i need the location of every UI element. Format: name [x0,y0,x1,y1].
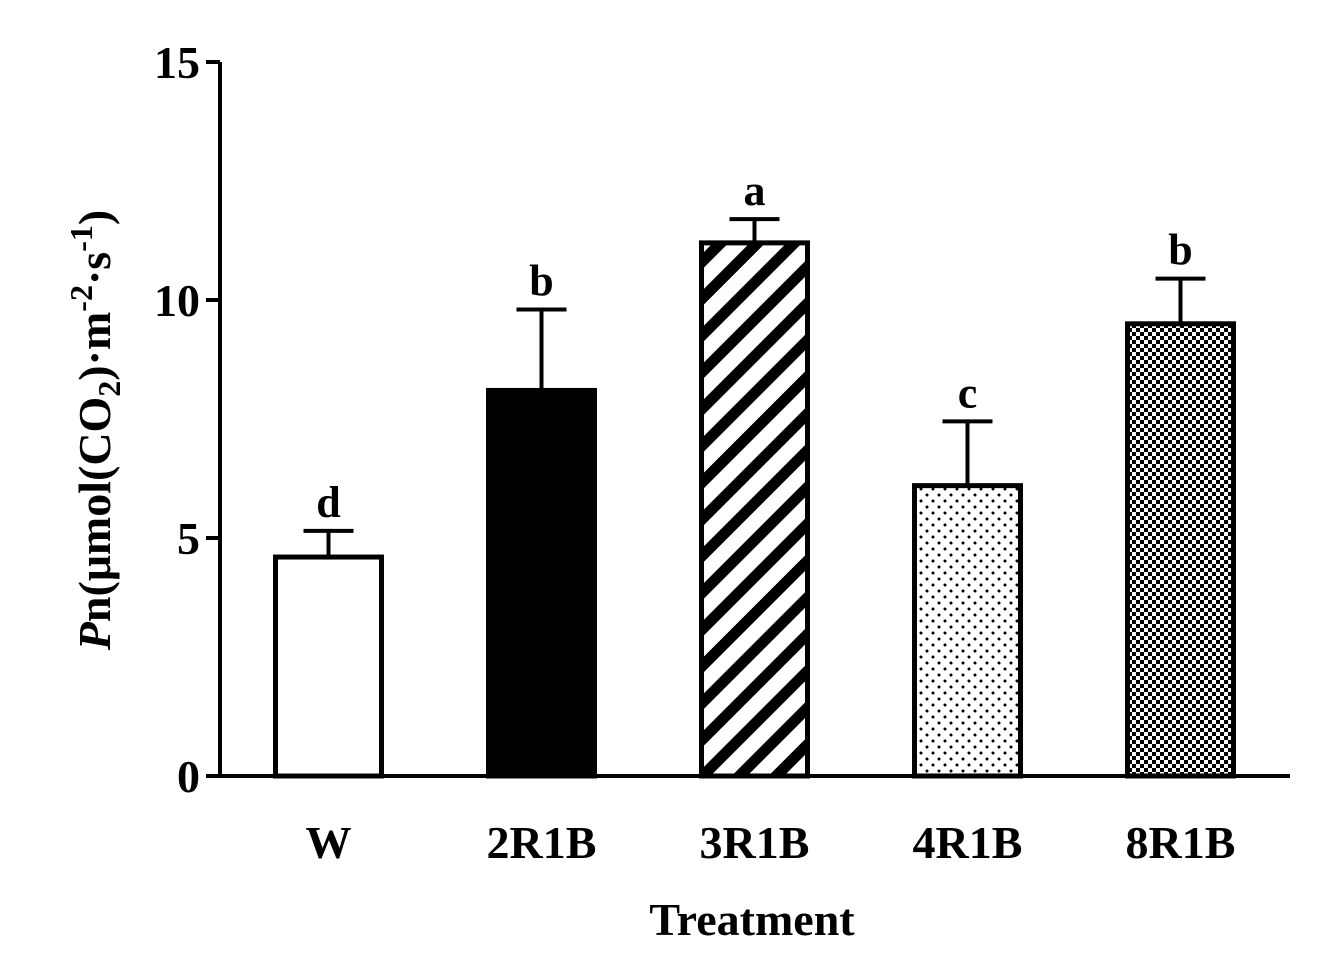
error-bars: d b a c b [303,166,1206,558]
bar-4r1b [912,483,1023,779]
x-tick-label: 4R1B [913,817,1023,868]
bar-3r1b [699,240,810,779]
y-axis-title-dot: ·s [69,252,120,285]
x-tick-label: 3R1B [700,817,810,868]
y-axis-title: Pn(μmol(CO2)·m-2·s-1) [63,210,127,651]
x-tick-label: 8R1B [1126,817,1236,868]
y-tick-label: 0 [177,751,200,802]
significance-label: b [529,257,553,306]
bar-8r1b [1125,321,1236,779]
y-axis-title-sub: 2 [91,381,127,397]
y-axis-title-prefix: n(μmol(CO [69,397,120,622]
significance-label: c [958,368,978,417]
y-tick-label: 5 [177,513,200,564]
y-tick-label: 15 [154,37,200,88]
y-tick-label: 10 [154,275,200,326]
significance-label: b [1168,226,1192,275]
significance-label: a [744,166,766,215]
x-tick-label: W [306,817,352,868]
y-axis-title-sup1: -2 [63,285,99,312]
x-tick-label: 2R1B [487,817,597,868]
y-axis-title-middle: )·m [69,312,120,381]
significance-label: d [316,478,340,527]
y-axis-title-italic: P [69,621,120,651]
bar-w [273,554,384,779]
axes: 0 5 10 15 W 2R1B 3R1B 4R1B 8R1B [154,37,1290,868]
bar-2r1b [486,387,597,779]
y-axis-title-suffix: ) [69,210,120,225]
bars [273,240,1236,779]
y-axis-title-sup2: -1 [63,225,99,252]
x-axis-title: Treatment [649,894,855,945]
